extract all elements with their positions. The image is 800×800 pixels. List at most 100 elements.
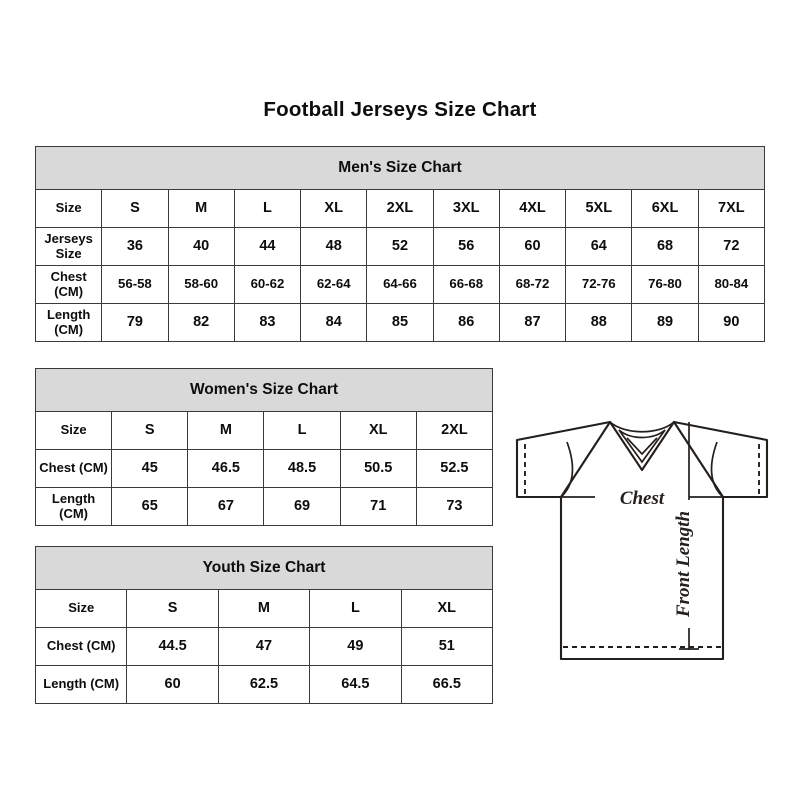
womens-chest-m: 46.5 bbox=[187, 449, 265, 488]
womens-length-xl: 71 bbox=[339, 487, 417, 526]
womens-length-s: 65 bbox=[111, 487, 189, 526]
mens-jerseys-size-4xl: 60 bbox=[498, 227, 567, 266]
womens-length-2xl: 73 bbox=[415, 487, 494, 526]
mens-header-s: S bbox=[101, 189, 169, 228]
youth-caption: Youth Size Chart bbox=[35, 546, 493, 590]
youth-length-xl: 66.5 bbox=[400, 665, 494, 704]
mens-length-5xl: 88 bbox=[565, 303, 633, 342]
youth-chest-xl: 51 bbox=[400, 627, 494, 666]
jersey-left-sleeve-outline bbox=[515, 420, 612, 499]
jersey-neckline-middle bbox=[618, 429, 666, 464]
mens-header-5xl: 5XL bbox=[565, 189, 633, 228]
youth-row-label-chest: Chest (CM) bbox=[34, 627, 128, 666]
mens-chest-7xl: 80-84 bbox=[697, 265, 766, 304]
womens-size-chart-table: Women's Size Chart Size S M L XL 2XL Che… bbox=[34, 368, 494, 526]
mens-chest-6xl: 76-80 bbox=[631, 265, 699, 304]
mens-jerseys-size-xl: 48 bbox=[300, 227, 368, 266]
mens-length-2xl: 85 bbox=[366, 303, 434, 342]
mens-length-m: 82 bbox=[167, 303, 235, 342]
mens-length-6xl: 89 bbox=[631, 303, 699, 342]
mens-jerseys-size-m: 40 bbox=[167, 227, 235, 266]
mens-jerseys-size-s: 36 bbox=[101, 227, 169, 266]
mens-row-label-length: Length (CM) bbox=[34, 303, 103, 342]
mens-length-4xl: 87 bbox=[498, 303, 567, 342]
youth-table-body: Youth Size Chart Size S M L XL Chest (CM… bbox=[34, 546, 494, 704]
mens-header-4xl: 4XL bbox=[498, 189, 567, 228]
youth-chest-m: 47 bbox=[217, 627, 311, 666]
mens-length-xl: 84 bbox=[300, 303, 368, 342]
mens-jerseys-size-3xl: 56 bbox=[432, 227, 500, 266]
mens-header-xl: XL bbox=[300, 189, 368, 228]
youth-length-m: 62.5 bbox=[217, 665, 311, 704]
womens-length-l: 69 bbox=[263, 487, 341, 526]
youth-chest-s: 44.5 bbox=[126, 627, 219, 666]
jersey-neckline-outer bbox=[608, 420, 676, 472]
v-neck-jersey-measurement-diagram: Chest Front Length bbox=[497, 392, 787, 682]
page-title: Football Jerseys Size Chart bbox=[263, 98, 537, 121]
table-row: Chest (CM) 56-58 58-60 60-62 62-64 64-66… bbox=[34, 265, 766, 304]
youth-size-chart-table: Youth Size Chart Size S M L XL Chest (CM… bbox=[34, 546, 494, 704]
womens-header-size: Size bbox=[34, 411, 113, 450]
mens-jerseys-size-2xl: 52 bbox=[366, 227, 434, 266]
womens-header-xl: XL bbox=[339, 411, 417, 450]
mens-chest-xl: 62-64 bbox=[300, 265, 368, 304]
youth-header-size: Size bbox=[34, 589, 128, 628]
womens-length-m: 67 bbox=[187, 487, 265, 526]
womens-chest-xl: 50.5 bbox=[339, 449, 417, 488]
mens-header-2xl: 2XL bbox=[366, 189, 434, 228]
table-row: Jerseys Size 36 40 44 48 52 56 60 64 68 … bbox=[34, 227, 766, 266]
mens-length-3xl: 86 bbox=[432, 303, 500, 342]
mens-header-6xl: 6XL bbox=[631, 189, 699, 228]
youth-chest-l: 49 bbox=[309, 627, 402, 666]
mens-chest-4xl: 68-72 bbox=[498, 265, 567, 304]
womens-chest-2xl: 52.5 bbox=[415, 449, 494, 488]
mens-chest-s: 56-58 bbox=[101, 265, 169, 304]
womens-header-s: S bbox=[111, 411, 189, 450]
mens-chest-2xl: 64-66 bbox=[366, 265, 434, 304]
mens-jerseys-size-6xl: 68 bbox=[631, 227, 699, 266]
mens-header-size: Size bbox=[34, 189, 103, 228]
mens-row-label-jerseys-size: Jerseys Size bbox=[34, 227, 103, 266]
mens-header-row: Size S M L XL 2XL 3XL 4XL 5XL 6XL 7XL bbox=[34, 189, 766, 228]
womens-chest-l: 48.5 bbox=[263, 449, 341, 488]
mens-header-l: L bbox=[233, 189, 302, 228]
youth-header-s: S bbox=[126, 589, 219, 628]
mens-header-3xl: 3XL bbox=[432, 189, 500, 228]
mens-length-l: 83 bbox=[233, 303, 302, 342]
table-row: Length (CM) 60 62.5 64.5 66.5 bbox=[34, 665, 494, 704]
jersey-right-sleeve-outline bbox=[672, 420, 769, 499]
youth-header-xl: XL bbox=[400, 589, 494, 628]
table-row: Length (CM) 65 67 69 71 73 bbox=[34, 487, 494, 526]
youth-header-m: M bbox=[217, 589, 311, 628]
youth-caption-row: Youth Size Chart bbox=[35, 546, 493, 590]
jersey-left-armhole-seam bbox=[560, 441, 574, 498]
womens-row-label-length: Length (CM) bbox=[34, 487, 113, 526]
womens-row-label-chest: Chest (CM) bbox=[34, 449, 113, 488]
mens-header-m: M bbox=[167, 189, 235, 228]
mens-length-s: 79 bbox=[101, 303, 169, 342]
front-length-measure-label: Front Length bbox=[673, 511, 694, 618]
mens-table-body: Men's Size Chart Size S M L XL 2XL 3XL 4… bbox=[34, 146, 766, 342]
womens-header-row: Size S M L XL 2XL bbox=[34, 411, 494, 450]
womens-header-m: M bbox=[187, 411, 265, 450]
table-row: Length (CM) 79 82 83 84 85 86 87 88 89 9… bbox=[34, 303, 766, 342]
mens-caption-row: Men's Size Chart bbox=[35, 146, 765, 190]
youth-length-s: 60 bbox=[126, 665, 219, 704]
mens-jerseys-size-l: 44 bbox=[233, 227, 302, 266]
table-row: Chest (CM) 45 46.5 48.5 50.5 52.5 bbox=[34, 449, 494, 488]
jersey-right-armhole-seam bbox=[710, 441, 724, 498]
mens-row-label-chest: Chest (CM) bbox=[34, 265, 103, 304]
mens-length-7xl: 90 bbox=[697, 303, 766, 342]
mens-size-chart-table: Men's Size Chart Size S M L XL 2XL 3XL 4… bbox=[34, 146, 766, 342]
mens-jerseys-size-5xl: 64 bbox=[565, 227, 633, 266]
womens-chest-s: 45 bbox=[111, 449, 189, 488]
mens-caption: Men's Size Chart bbox=[35, 146, 765, 190]
mens-chest-l: 60-62 bbox=[233, 265, 302, 304]
womens-table-body: Women's Size Chart Size S M L XL 2XL Che… bbox=[34, 368, 494, 526]
womens-caption-row: Women's Size Chart bbox=[35, 368, 493, 412]
chest-measure-label: Chest bbox=[620, 488, 665, 509]
youth-header-row: Size S M L XL bbox=[34, 589, 494, 628]
jersey-neckline-inner-curve bbox=[618, 429, 666, 439]
mens-chest-5xl: 72-76 bbox=[565, 265, 633, 304]
youth-row-label-length: Length (CM) bbox=[34, 665, 128, 704]
